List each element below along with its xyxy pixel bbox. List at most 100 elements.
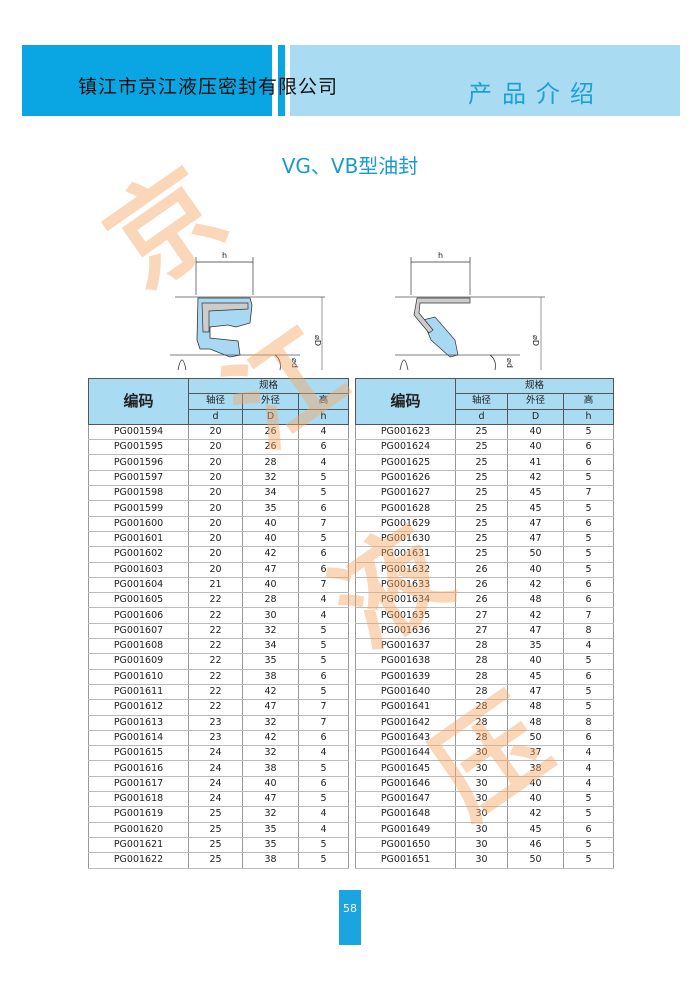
cell-d: 26 [455,561,508,578]
cell-d: 25 [455,423,508,441]
cell-d: 20 [188,485,243,502]
cell-D: 45 [507,500,564,517]
cell-h: 5 [298,622,349,640]
table-row: PG001624 25 40 6 [355,439,614,456]
cell-d: 20 [188,423,243,441]
cell-d: 27 [455,622,508,640]
cell-code: PG001615 [88,745,189,762]
shaft-header: 轴径 [188,393,243,410]
table-row: PG001636 27 47 8 [355,622,614,640]
cell-h: 4 [298,806,349,823]
cell-h: 5 [563,791,614,808]
cell-h: 6 [298,546,349,563]
cell-d: 24 [188,760,243,777]
cell-h: 5 [563,683,614,701]
spec-header: 规格 [455,377,614,395]
cell-d: 25 [455,454,508,471]
cell-d: 30 [455,836,508,854]
cell-d: 20 [188,515,243,532]
cell-D: 47 [242,791,299,808]
cell-h: 8 [563,622,614,640]
cell-h: 5 [563,469,614,487]
cell-h: 5 [563,806,614,823]
table-row: PG001642 28 48 8 [355,714,614,731]
cell-D: 35 [242,821,299,838]
cell-d: 22 [188,699,243,716]
cell-h: 5 [563,836,614,854]
cell-d: 26 [455,576,508,594]
table-row: PG001600 20 40 7 [88,515,349,532]
cell-d: 25 [455,500,508,517]
cell-code: PG001634 [355,592,456,609]
table-row: PG001645 30 38 4 [355,760,614,777]
cell-D: 37 [507,745,564,762]
cell-h: 4 [298,821,349,838]
cell-code: PG001595 [88,439,189,456]
cell-code: PG001610 [88,668,189,685]
cell-D: 40 [507,423,564,441]
cell-D: 38 [242,668,299,685]
code-header: 编码 [355,378,456,425]
cell-code: PG001607 [88,622,189,640]
cell-D: 30 [242,607,299,624]
cell-h: 7 [298,515,349,532]
h-symbol-header: h [563,408,614,425]
cell-D: 45 [507,821,564,838]
cell-code: PG001605 [88,592,189,609]
table-row: PG001602 20 42 6 [88,546,349,563]
cell-code: PG001594 [88,423,189,441]
cell-code: PG001598 [88,485,189,502]
cell-d: 25 [188,821,243,838]
cell-code: PG001649 [355,821,456,838]
cell-h: 5 [563,530,614,548]
table-row: PG001632 26 40 5 [355,561,614,578]
cell-D: 26 [242,439,299,456]
height-header: 高 [298,393,349,410]
table-row: PG001631 25 50 5 [355,546,614,563]
table-row: PG001616 24 38 5 [88,760,349,777]
header-bar-dark [22,45,272,116]
cell-code: PG001630 [355,530,456,548]
cell-h: 6 [563,576,614,594]
shaft-header: 轴径 [455,393,508,410]
table-row: PG001608 22 34 5 [88,638,349,655]
cell-d: 20 [188,561,243,578]
cell-D: 42 [242,683,299,701]
cell-d: 20 [188,469,243,487]
cell-D: 32 [242,469,299,487]
d-symbol-header: d [188,408,243,425]
cell-D: 35 [242,836,299,854]
cell-code: PG001620 [88,821,189,838]
table-row: PG001633 26 42 6 [355,576,614,594]
cell-code: PG001637 [355,638,456,655]
cell-d: 28 [455,729,508,747]
table-row: PG001640 28 47 5 [355,683,614,701]
cell-d: 22 [188,607,243,624]
cell-h: 5 [563,699,614,716]
cell-h: 4 [563,638,614,655]
cell-d: 30 [455,775,508,793]
cell-code: PG001651 [355,852,456,869]
vg-seal-diagram: h ⌀D ⌀d [170,251,325,371]
table-row: PG001621 25 35 5 [88,836,349,854]
cell-d: 25 [455,485,508,502]
h-dim-label: h [222,251,227,260]
outer-diameter-label: ⌀D [313,335,322,346]
height-header: 高 [563,393,614,410]
table-row: PG001606 22 30 4 [88,607,349,624]
cell-D: 50 [507,852,564,869]
cell-D: 40 [242,775,299,793]
D-symbol-header: D [242,408,299,425]
cell-D: 35 [507,638,564,655]
cell-d: 30 [455,821,508,838]
table-row: PG001626 25 42 5 [355,469,614,487]
outer-header: 外径 [507,393,564,410]
d-symbol-header: d [455,408,508,425]
cell-code: PG001644 [355,745,456,762]
cell-code: PG001611 [88,683,189,701]
shaft-diameter-label: ⌀d [290,358,299,368]
shaft-diameter-label: ⌀d [505,358,514,368]
cell-h: 4 [298,592,349,609]
cell-D: 26 [242,423,299,441]
table-row: PG001612 22 47 7 [88,699,349,716]
